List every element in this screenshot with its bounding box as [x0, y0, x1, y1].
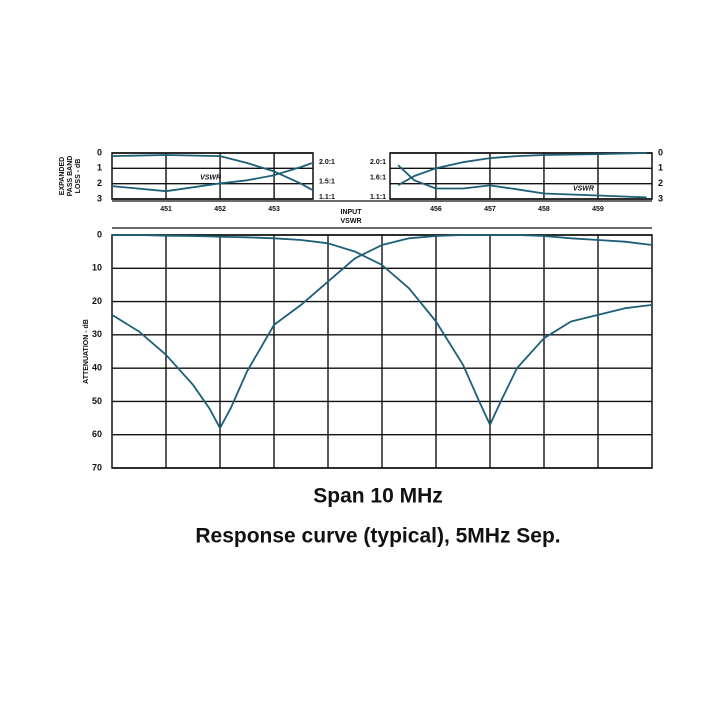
y2-tick-label: 1.5:1	[319, 178, 335, 185]
y-tick-label: 30	[92, 329, 102, 339]
x-tick-label: 458	[538, 206, 550, 213]
plot-frame	[389, 152, 653, 200]
x-tick-label: 451	[160, 206, 172, 213]
y2-axis-title: INPUT	[341, 209, 363, 216]
y2-tick-label: 1.6:1	[370, 174, 386, 181]
y2-axis-title: VSWR	[341, 218, 362, 225]
y-tick-label: 1	[658, 163, 663, 173]
caption: Span 10 MHz	[313, 485, 443, 508]
y-axis-title: LOSS - dB	[75, 159, 82, 194]
y2-tick-label: 1.1:1	[370, 194, 386, 201]
series-line	[111, 154, 313, 191]
y-tick-label: 60	[92, 429, 102, 439]
series-label: VSWR	[200, 174, 221, 181]
y2-tick-label: 2.0:1	[370, 159, 386, 166]
y2-tick-label: 2.0:1	[319, 159, 335, 166]
y-tick-label: 0	[97, 147, 102, 157]
y-tick-label: 0	[97, 229, 102, 239]
series-line	[111, 234, 653, 429]
series-line	[397, 152, 647, 186]
x-tick-label: 456	[430, 206, 442, 213]
y-tick-label: 2	[97, 178, 102, 188]
x-tick-label: 452	[214, 206, 226, 213]
y-tick-label: 2	[658, 178, 663, 188]
y-tick-label: 70	[92, 462, 102, 472]
y-tick-label: 0	[658, 147, 663, 157]
series-line	[111, 162, 313, 193]
x-tick-label: 459	[592, 206, 604, 213]
y-tick-label: 3	[658, 193, 663, 203]
x-tick-label: 453	[268, 206, 280, 213]
y-axis-title: ATTENUATION - dB	[83, 319, 90, 384]
y-axis-title: EXPANDED	[59, 157, 66, 195]
y-tick-label: 20	[92, 296, 102, 306]
series-line	[397, 164, 647, 199]
y-tick-label: 50	[92, 396, 102, 406]
y-tick-label: 10	[92, 263, 102, 273]
x-tick-label: 457	[484, 206, 496, 213]
y-tick-label: 3	[97, 193, 102, 203]
series-line	[112, 234, 653, 426]
y-axis-title: PASS BAND	[67, 156, 74, 197]
series-label: VSWR	[573, 185, 594, 192]
y-tick-label: 1	[97, 163, 102, 173]
y2-tick-label: 1.1:1	[319, 194, 335, 201]
caption: Response curve (typical), 5MHz Sep.	[195, 525, 560, 548]
y-tick-label: 40	[92, 363, 102, 373]
